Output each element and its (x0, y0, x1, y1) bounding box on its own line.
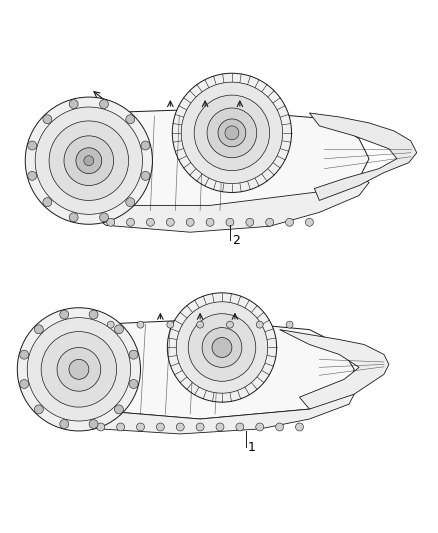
Circle shape (35, 107, 142, 214)
Circle shape (27, 318, 131, 421)
Circle shape (99, 213, 109, 222)
Polygon shape (46, 320, 354, 419)
Circle shape (186, 219, 194, 226)
Circle shape (176, 423, 184, 431)
Circle shape (64, 136, 114, 185)
Circle shape (226, 219, 234, 226)
Polygon shape (81, 389, 354, 434)
Circle shape (225, 126, 239, 140)
Circle shape (226, 321, 233, 328)
Circle shape (28, 172, 37, 180)
Circle shape (89, 310, 98, 319)
Circle shape (137, 423, 145, 431)
Circle shape (34, 405, 43, 414)
Text: 2: 2 (232, 234, 240, 247)
Circle shape (286, 219, 293, 226)
Circle shape (97, 423, 105, 431)
Circle shape (34, 325, 43, 334)
Circle shape (286, 321, 293, 328)
Circle shape (117, 423, 124, 431)
Circle shape (156, 423, 164, 431)
Circle shape (60, 310, 69, 319)
Circle shape (141, 141, 150, 150)
Circle shape (141, 172, 150, 180)
Circle shape (60, 419, 69, 429)
Circle shape (296, 423, 304, 431)
Circle shape (76, 148, 102, 174)
Circle shape (236, 423, 244, 431)
Circle shape (181, 82, 283, 183)
Circle shape (305, 219, 314, 226)
Circle shape (129, 379, 138, 389)
Circle shape (84, 156, 94, 166)
Circle shape (17, 308, 141, 431)
Circle shape (89, 419, 98, 429)
Circle shape (256, 321, 263, 328)
Circle shape (41, 332, 117, 407)
Circle shape (146, 219, 155, 226)
Circle shape (69, 100, 78, 109)
Circle shape (206, 219, 214, 226)
Circle shape (212, 337, 232, 358)
Circle shape (207, 108, 257, 158)
Circle shape (202, 328, 242, 367)
Circle shape (99, 100, 109, 109)
Circle shape (256, 423, 264, 431)
Circle shape (69, 213, 78, 222)
Circle shape (276, 423, 283, 431)
Circle shape (172, 73, 292, 192)
Circle shape (194, 95, 270, 171)
Circle shape (167, 293, 277, 402)
Circle shape (188, 314, 256, 381)
Circle shape (114, 405, 124, 414)
Polygon shape (309, 113, 417, 200)
Circle shape (127, 219, 134, 226)
Circle shape (28, 141, 37, 150)
Polygon shape (56, 109, 369, 215)
Circle shape (176, 302, 268, 393)
Polygon shape (86, 175, 369, 232)
Circle shape (216, 423, 224, 431)
Circle shape (20, 350, 28, 359)
Circle shape (129, 350, 138, 359)
Circle shape (126, 198, 135, 207)
Circle shape (197, 321, 204, 328)
Circle shape (49, 121, 129, 200)
Circle shape (126, 115, 135, 124)
Circle shape (20, 379, 28, 389)
Circle shape (166, 219, 174, 226)
Circle shape (69, 359, 89, 379)
Circle shape (167, 321, 174, 328)
Circle shape (196, 423, 204, 431)
Text: 1: 1 (248, 441, 256, 454)
Polygon shape (279, 329, 389, 409)
Circle shape (114, 325, 124, 334)
Circle shape (266, 219, 274, 226)
Circle shape (57, 348, 101, 391)
Circle shape (107, 321, 114, 328)
Circle shape (107, 219, 115, 226)
Circle shape (25, 97, 152, 224)
Circle shape (43, 198, 52, 207)
Circle shape (137, 321, 144, 328)
Circle shape (246, 219, 254, 226)
Circle shape (218, 119, 246, 147)
Circle shape (43, 115, 52, 124)
